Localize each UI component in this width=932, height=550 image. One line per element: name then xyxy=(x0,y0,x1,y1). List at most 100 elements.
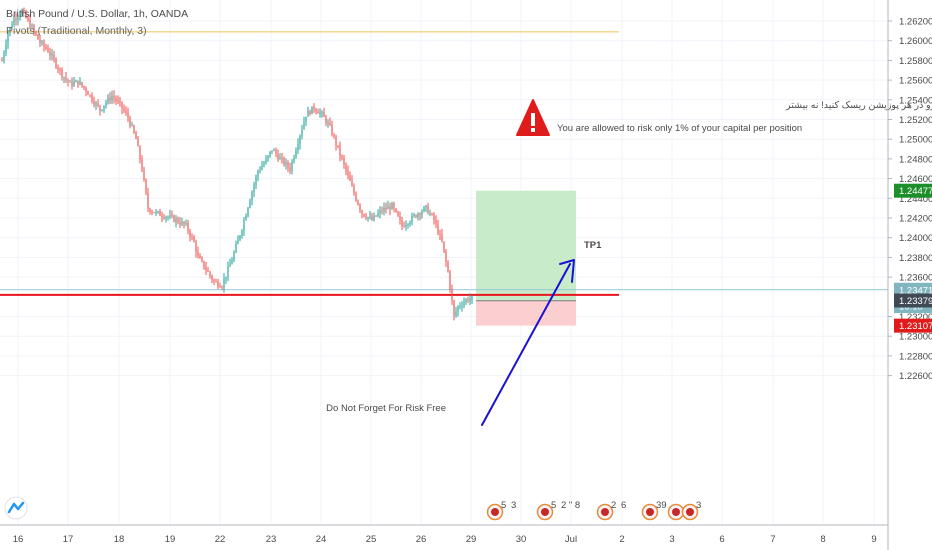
candle-body xyxy=(385,207,387,210)
candle-body xyxy=(193,237,195,242)
candle-body xyxy=(17,17,19,20)
x-tick-label: 22 xyxy=(215,534,226,545)
event-extra: 3 xyxy=(511,500,516,511)
candle-body xyxy=(221,287,223,289)
annotations: TP1 Do Not Forget For Risk Free شما مجاز… xyxy=(326,99,932,426)
candle-body xyxy=(131,125,133,127)
candle-body xyxy=(435,219,437,225)
candle-body xyxy=(463,302,465,306)
candle-body xyxy=(81,82,83,87)
event-flag-icon[interactable]: 3 xyxy=(681,500,702,521)
candle-body xyxy=(309,110,311,114)
candle-body xyxy=(259,169,261,171)
candle-body xyxy=(223,278,225,288)
candle-body xyxy=(249,200,251,208)
candle-body xyxy=(63,77,65,79)
warning-text-fa: شما مجاز هستید که فقط 1 درصد از سرمایه ت… xyxy=(785,100,932,111)
candle-body xyxy=(453,300,455,316)
y-tick-label: 1.26200 xyxy=(899,17,932,28)
candle-body xyxy=(419,213,421,215)
candle-body xyxy=(215,281,217,283)
event-extra: 2 " 8 xyxy=(561,500,580,511)
x-tick-label: 26 xyxy=(416,534,427,545)
tp-label: TP1 xyxy=(584,240,602,251)
candle-body xyxy=(201,258,203,262)
candle-body xyxy=(431,213,433,215)
warning-icon xyxy=(516,99,550,136)
candle-body xyxy=(181,221,183,225)
candle-body xyxy=(337,145,339,147)
candle-body xyxy=(367,217,369,219)
candle-body xyxy=(269,151,271,156)
candle-body xyxy=(27,17,29,20)
candle-body xyxy=(161,215,163,218)
x-tick-label: 18 xyxy=(114,534,125,545)
position-loss-zone[interactable] xyxy=(476,300,576,326)
candle-body xyxy=(307,110,309,117)
candle-body xyxy=(121,101,123,109)
candle-body xyxy=(289,167,291,171)
candle-body xyxy=(15,18,17,20)
current-price-badge: 1.23471 xyxy=(899,285,932,296)
x-tick-label: Jul xyxy=(565,534,577,545)
candle-body xyxy=(391,203,393,210)
candle-body xyxy=(295,150,297,158)
event-flag-icon[interactable] xyxy=(667,503,685,521)
indicator-legend[interactable]: Pivots (Traditional, Monthly, 3) xyxy=(6,25,147,37)
x-tick-label: 7 xyxy=(770,534,775,545)
candle-body xyxy=(71,81,73,86)
candle-body xyxy=(461,305,463,307)
stop-price-badge-bg xyxy=(894,318,932,333)
candle-body xyxy=(53,54,55,60)
candle-body xyxy=(39,39,41,44)
candle-body xyxy=(357,200,359,205)
candle-body xyxy=(395,208,397,212)
candle-body xyxy=(125,110,127,113)
event-flag-icon[interactable]: 39 xyxy=(641,500,667,521)
candle-body xyxy=(179,222,181,225)
candle-body xyxy=(157,211,159,213)
candle-body xyxy=(13,18,15,26)
candles xyxy=(1,7,473,321)
y-tick-label: 1.25000 xyxy=(899,135,932,146)
candle-body xyxy=(159,211,161,216)
candle-body xyxy=(407,224,409,226)
candle-body xyxy=(361,210,363,215)
candle-body xyxy=(299,135,301,145)
risk-free-note: Do Not Forget For Risk Free xyxy=(326,403,446,414)
event-flag xyxy=(541,508,549,516)
candle-body xyxy=(119,100,121,102)
candle-body xyxy=(467,299,469,301)
tradingview-logo-icon[interactable] xyxy=(4,496,28,520)
candle-body xyxy=(239,235,241,240)
candle-body xyxy=(175,218,177,222)
target-arrow[interactable] xyxy=(481,263,571,426)
candle-body xyxy=(267,155,269,160)
candle-body xyxy=(115,98,117,101)
candle-body xyxy=(389,206,391,210)
candle-body xyxy=(433,214,435,220)
candle-body xyxy=(79,82,81,85)
candle-body xyxy=(143,170,145,180)
candle-body xyxy=(189,231,191,237)
candle-body xyxy=(227,266,229,277)
candle-body xyxy=(469,298,471,301)
candle-body xyxy=(411,215,413,223)
candle-body xyxy=(211,275,213,280)
candle-body xyxy=(417,213,419,218)
candle-body xyxy=(51,54,53,56)
candle-body xyxy=(403,226,405,228)
candle-body xyxy=(139,146,141,160)
long-position-tool[interactable] xyxy=(476,190,576,326)
candle-body xyxy=(263,163,265,167)
candle-body xyxy=(251,191,253,201)
candle-body xyxy=(153,212,155,214)
event-flag-icon[interactable]: 5 2 " 8 xyxy=(536,500,581,521)
position-profit-zone[interactable] xyxy=(476,190,576,301)
candle-body xyxy=(197,252,199,256)
